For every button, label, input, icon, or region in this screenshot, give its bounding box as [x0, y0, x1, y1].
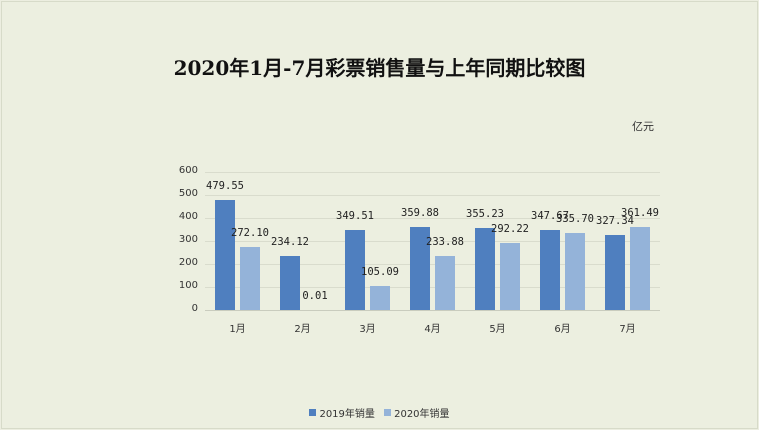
data-label: 0.01	[302, 289, 328, 302]
bar-2020-4	[435, 256, 455, 310]
plot-area	[205, 172, 660, 311]
bar-2019-4	[410, 227, 430, 310]
bar-2019-5	[475, 228, 495, 310]
data-label: 105.09	[361, 265, 399, 278]
x-tick-label: 3月	[359, 324, 376, 335]
bar-2020-7	[630, 226, 650, 310]
bar-2019-2	[280, 256, 300, 310]
gridline	[205, 195, 660, 196]
bar-2020-3	[370, 285, 390, 310]
bar-2020-1	[240, 247, 260, 310]
y-tick-label: 200	[178, 257, 198, 268]
gridline	[205, 218, 660, 219]
bar-2019-7	[605, 234, 625, 310]
gridline	[205, 310, 660, 311]
data-label: 272.10	[231, 227, 269, 240]
legend-swatch-2020	[384, 409, 392, 416]
gridline	[205, 264, 660, 265]
gridline	[205, 241, 660, 242]
x-tick-label: 1月	[229, 324, 246, 335]
legend-item-2019: 2019年销量	[309, 405, 375, 420]
chart-title: 2020年1月-7月彩票销售量与上年同期比较图	[173, 56, 586, 80]
unit-label: 亿元	[632, 120, 654, 133]
x-tick-label: 4月	[424, 324, 441, 335]
y-tick-label: 600	[178, 165, 198, 176]
data-label: 292.22	[491, 222, 529, 235]
data-label: 349.51	[336, 209, 374, 222]
gridline	[205, 172, 660, 173]
legend: 2019年销量 2020年销量	[0, 405, 759, 420]
data-label: 335.70	[556, 212, 594, 225]
data-label: 327.34	[596, 214, 634, 227]
y-tick-label: 400	[178, 211, 198, 222]
y-tick-label: 300	[178, 234, 198, 245]
data-label: 234.12	[271, 236, 309, 249]
legend-swatch-2019	[309, 409, 317, 416]
x-tick-label: 2月	[294, 324, 311, 335]
y-tick-label: 100	[178, 280, 198, 291]
y-tick-label: 500	[178, 188, 198, 199]
legend-label-2020: 2020年销量	[394, 409, 450, 420]
data-label: 355.23	[466, 208, 504, 221]
data-label: 233.88	[426, 236, 464, 249]
data-label: 359.88	[401, 207, 439, 220]
bar-2020-5	[500, 242, 520, 310]
x-tick-label: 5月	[489, 324, 506, 335]
bar-2019-1	[215, 199, 235, 310]
data-label: 347.67	[531, 210, 569, 223]
legend-item-2020: 2020年销量	[384, 405, 450, 420]
data-label: 361.49	[621, 206, 659, 219]
bar-2020-6	[565, 232, 585, 310]
bar-2019-6	[540, 230, 560, 310]
y-tick-label: 0	[191, 303, 198, 314]
x-tick-label: 7月	[619, 324, 636, 335]
data-label: 479.55	[206, 179, 244, 192]
gridline	[205, 287, 660, 288]
legend-label-2019: 2019年销量	[319, 409, 375, 420]
bar-2019-3	[345, 229, 365, 310]
x-tick-label: 6月	[554, 324, 571, 335]
